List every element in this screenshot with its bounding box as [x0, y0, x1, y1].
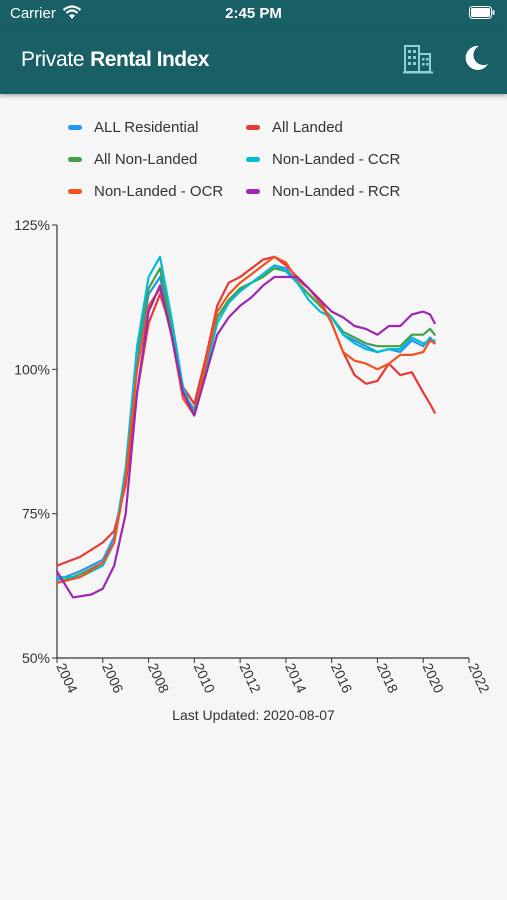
x-tick-label: 2022: [465, 661, 493, 696]
x-tick-label: 2010: [191, 661, 219, 696]
legend-label: All Non-Landed: [94, 150, 198, 168]
y-tick-label: 100%: [14, 361, 50, 377]
app-title-rental-index: Rental Index: [90, 48, 209, 71]
last-updated-label: Last Updated: 2020-08-07: [172, 707, 335, 723]
legend-item[interactable]: Non-Landed - OCR: [68, 177, 223, 205]
status-time: 2:45 PM: [225, 5, 282, 22]
battery-icon: [469, 6, 495, 23]
wifi-icon: [62, 5, 82, 24]
series-line-non-landed-ocr: [55, 255, 436, 584]
legend-label: Non-Landed - OCR: [94, 182, 224, 200]
legend-swatch: [68, 188, 82, 194]
legend-swatch: [68, 156, 82, 162]
legend-swatch: [246, 188, 260, 194]
series-line-non-landed-ccr: [55, 255, 436, 579]
carrier-label: Carrier: [10, 5, 56, 22]
status-bar: Carrier 2:45 PM: [0, 0, 507, 26]
app-header: Private Rental Index: [0, 26, 507, 94]
x-tick-label: 2016: [328, 661, 356, 696]
series-line-non-landed-rcr: [55, 275, 436, 599]
legend-swatch: [246, 156, 260, 162]
moon-icon[interactable]: [462, 44, 490, 77]
x-tick-label: 2004: [53, 661, 81, 696]
x-tick-label: 2012: [236, 661, 264, 696]
legend-swatch: [68, 124, 82, 130]
app-title-private: Private: [21, 48, 85, 71]
legend-item[interactable]: Non-Landed - RCR: [246, 177, 400, 205]
legend-item[interactable]: Non-Landed - CCR: [246, 145, 400, 173]
y-tick-label: 50%: [22, 650, 50, 666]
app-title: Private Rental Index: [21, 48, 209, 72]
rental-index-chart: 50% 75% 100% 125% 2004 2006 2008 2010 2012 2014 20…: [14, 217, 493, 696]
legend-item[interactable]: ALL Residential: [68, 113, 199, 141]
legend-label: Non-Landed - RCR: [272, 182, 401, 200]
legend-swatch: [246, 124, 260, 130]
legend-item[interactable]: All Non-Landed: [68, 145, 197, 173]
y-tick-label: 125%: [14, 217, 50, 233]
legend-label: ALL Residential: [94, 118, 199, 136]
series-line-all-landed: [55, 255, 436, 567]
buildings-icon[interactable]: [403, 42, 433, 79]
x-tick-label: 2008: [145, 661, 173, 696]
series-line-all-non-landed: [55, 267, 436, 584]
x-tick-label: 2006: [99, 661, 127, 696]
legend-item[interactable]: All Landed: [246, 113, 343, 141]
legend-label: All Landed: [272, 118, 343, 136]
legend-label: Non-Landed - CCR: [272, 150, 401, 168]
x-tick-label: 2014: [282, 661, 310, 696]
x-tick-label: 2020: [420, 661, 448, 696]
x-tick-label: 2018: [374, 661, 402, 696]
y-tick-label: 75%: [22, 506, 50, 522]
